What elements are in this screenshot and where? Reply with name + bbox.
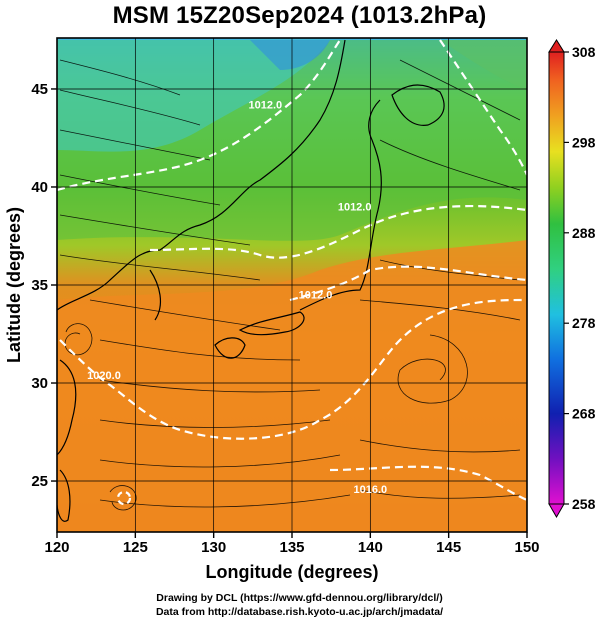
isobar-label: 1012.0 — [338, 202, 372, 214]
y-tick-label: 30 — [31, 375, 48, 392]
footer-drawing-credit: Drawing by DCL (https://www.gfd-dennou.o… — [156, 592, 443, 604]
x-axis-label: Longitude (degrees) — [205, 562, 378, 582]
x-tick-label: 140 — [358, 539, 383, 556]
x-tick-label: 150 — [514, 539, 539, 556]
grid — [57, 38, 527, 532]
y-tick-label: 35 — [31, 277, 48, 294]
y-tick-label: 45 — [31, 81, 48, 98]
colorbar-tick-label: 268 — [572, 406, 596, 422]
map-title: MSM 15Z20Sep2024 (1013.2hPa) — [112, 2, 487, 29]
cyclone-marker — [116, 490, 132, 506]
colorbar-tick-label: 258 — [572, 496, 596, 512]
x-axis-ticks: 120 125 130 135 140 145 150 — [44, 532, 540, 556]
y-tick-label: 25 — [31, 473, 48, 490]
y-axis-ticks: 25 30 35 40 45 — [31, 81, 57, 490]
x-tick-label: 125 — [123, 539, 148, 556]
footer-data-credit: Data from http://database.rish.kyoto-u.a… — [155, 606, 444, 618]
colorbar: 308 298 288 278 268 258 — [548, 39, 596, 519]
wind-streamlines — [59, 59, 521, 511]
x-tick-label: 135 — [279, 539, 304, 556]
isobar-label: 1016.0 — [354, 484, 388, 496]
colorbar-tick-label: 288 — [572, 225, 596, 241]
y-axis-label: Latitude (degrees) — [4, 207, 24, 363]
colorbar-ticks: 308 298 288 278 268 258 — [564, 44, 596, 512]
isobar-labels: 1016.0 1012.0 1012.0 1020.0 1012.0 — [87, 100, 387, 496]
colorbar-tick-label: 278 — [572, 315, 596, 331]
colorbar-tick-label: 298 — [572, 134, 596, 150]
isobar-label: 1012.0 — [249, 100, 283, 112]
x-tick-label: 130 — [201, 539, 226, 556]
isobars — [57, 39, 527, 502]
isobar-label: 1012.0 — [299, 290, 333, 302]
y-tick-label: 40 — [31, 179, 48, 196]
x-tick-label: 145 — [436, 539, 461, 556]
colorbar-tick-label: 308 — [572, 44, 596, 60]
footer: Drawing by DCL (https://www.gfd-dennou.o… — [0, 591, 599, 619]
x-tick-label: 120 — [44, 539, 69, 556]
colorbar-bottom-arrow — [548, 503, 565, 519]
isobar-label: 1020.0 — [87, 370, 121, 382]
colorbar-scale — [548, 51, 565, 505]
colorbar-top-arrow — [548, 39, 565, 53]
